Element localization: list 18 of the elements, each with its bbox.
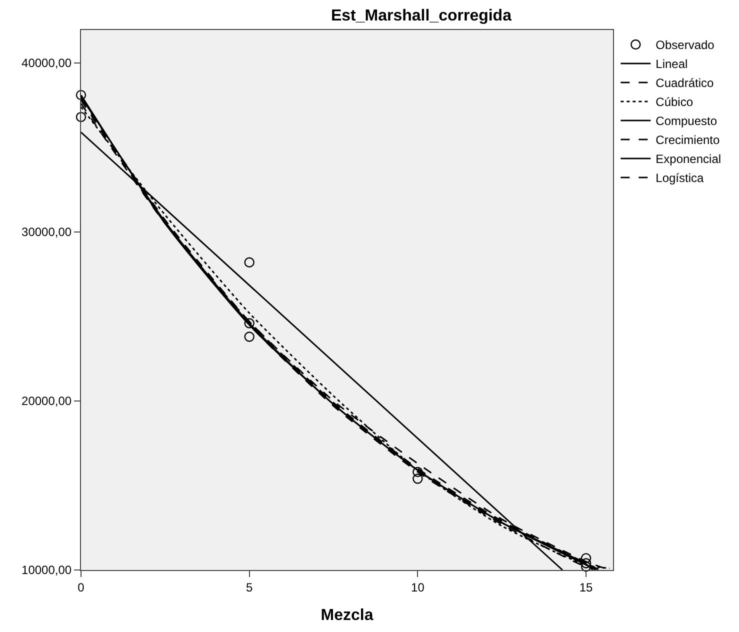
y-tick-label: 40000,00 xyxy=(22,56,72,70)
x-tick-label: 10 xyxy=(411,580,425,594)
legend-label: Logística xyxy=(656,171,704,186)
legend-label: Compuesto xyxy=(656,114,718,128)
legend-label: Exponencial xyxy=(656,152,722,166)
legend-label: Lineal xyxy=(656,57,688,72)
legend-label: Crecimiento xyxy=(656,133,720,148)
x-axis-title: Mezcla xyxy=(320,607,374,624)
legend-label: Cúbico xyxy=(656,95,694,110)
y-tick-label: 30000,00 xyxy=(22,225,72,240)
y-tick-label: 10000,00 xyxy=(22,563,72,578)
x-tick-label: 15 xyxy=(579,580,594,594)
legend-label: Observado xyxy=(656,38,715,52)
y-tick-label: 20000,00 xyxy=(22,394,72,408)
x-tick-label: 0 xyxy=(78,580,85,594)
chart-title: Est_Marshall_corregida xyxy=(330,8,512,25)
x-tick-label: 5 xyxy=(246,580,254,594)
legend-label: Cuadrático xyxy=(656,76,714,90)
